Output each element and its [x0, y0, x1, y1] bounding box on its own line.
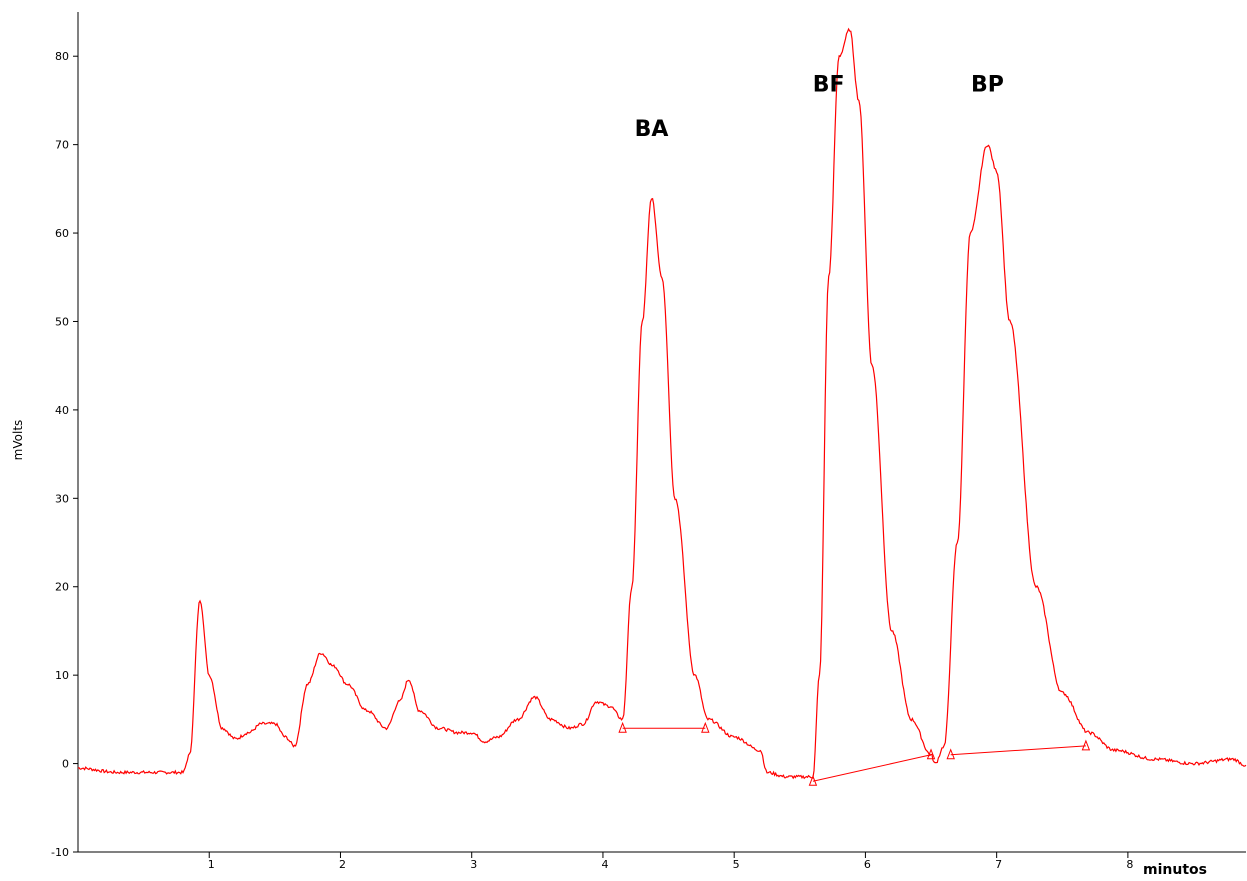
integration-marker — [926, 748, 936, 760]
peak-baseline — [812, 754, 932, 782]
y-tick-label: 30 — [55, 492, 69, 505]
integration-marker — [808, 774, 818, 786]
x-tick-label: 6 — [864, 858, 871, 871]
signal-line — [77, 27, 1247, 780]
x-axis-label: minutos — [1143, 862, 1207, 878]
y-tick-label: 40 — [55, 404, 69, 417]
x-tick-label: 4 — [601, 858, 608, 871]
x-tick-label: 5 — [733, 858, 740, 871]
y-tick-label: 20 — [55, 581, 69, 594]
peak-annotations: BA BF BP — [635, 73, 1004, 142]
peak-baseline — [950, 745, 1086, 756]
y-tick-label: -10 — [51, 846, 69, 859]
integration-marker — [946, 748, 955, 760]
y-tick-label: 80 — [55, 50, 69, 63]
x-ticks: 1 2 3 4 5 6 7 8 — [208, 852, 1133, 871]
x-tick-label: 2 — [339, 858, 346, 871]
integration-marker — [618, 721, 627, 733]
x-tick-label: 1 — [208, 858, 215, 871]
y-axis-label: mVolts — [11, 420, 25, 461]
y-tick-label: 70 — [55, 139, 69, 152]
peak-baselines — [618, 721, 1091, 786]
y-tick-label: 50 — [55, 315, 69, 328]
x-tick-label: 7 — [995, 858, 1002, 871]
peak-label: BP — [971, 73, 1004, 98]
y-tick-label: 60 — [55, 227, 69, 240]
x-tick-label: 3 — [470, 858, 477, 871]
y-ticks: -10 0 10 20 30 40 50 60 70 80 — [51, 50, 78, 859]
integration-marker — [701, 721, 710, 733]
peak-label: BF — [813, 73, 845, 98]
y-tick-label: 10 — [55, 669, 69, 682]
peak-label: BA — [635, 117, 669, 142]
integration-marker — [1081, 739, 1091, 751]
y-tick-label: 0 — [62, 758, 69, 771]
x-tick-label: 8 — [1126, 858, 1133, 871]
